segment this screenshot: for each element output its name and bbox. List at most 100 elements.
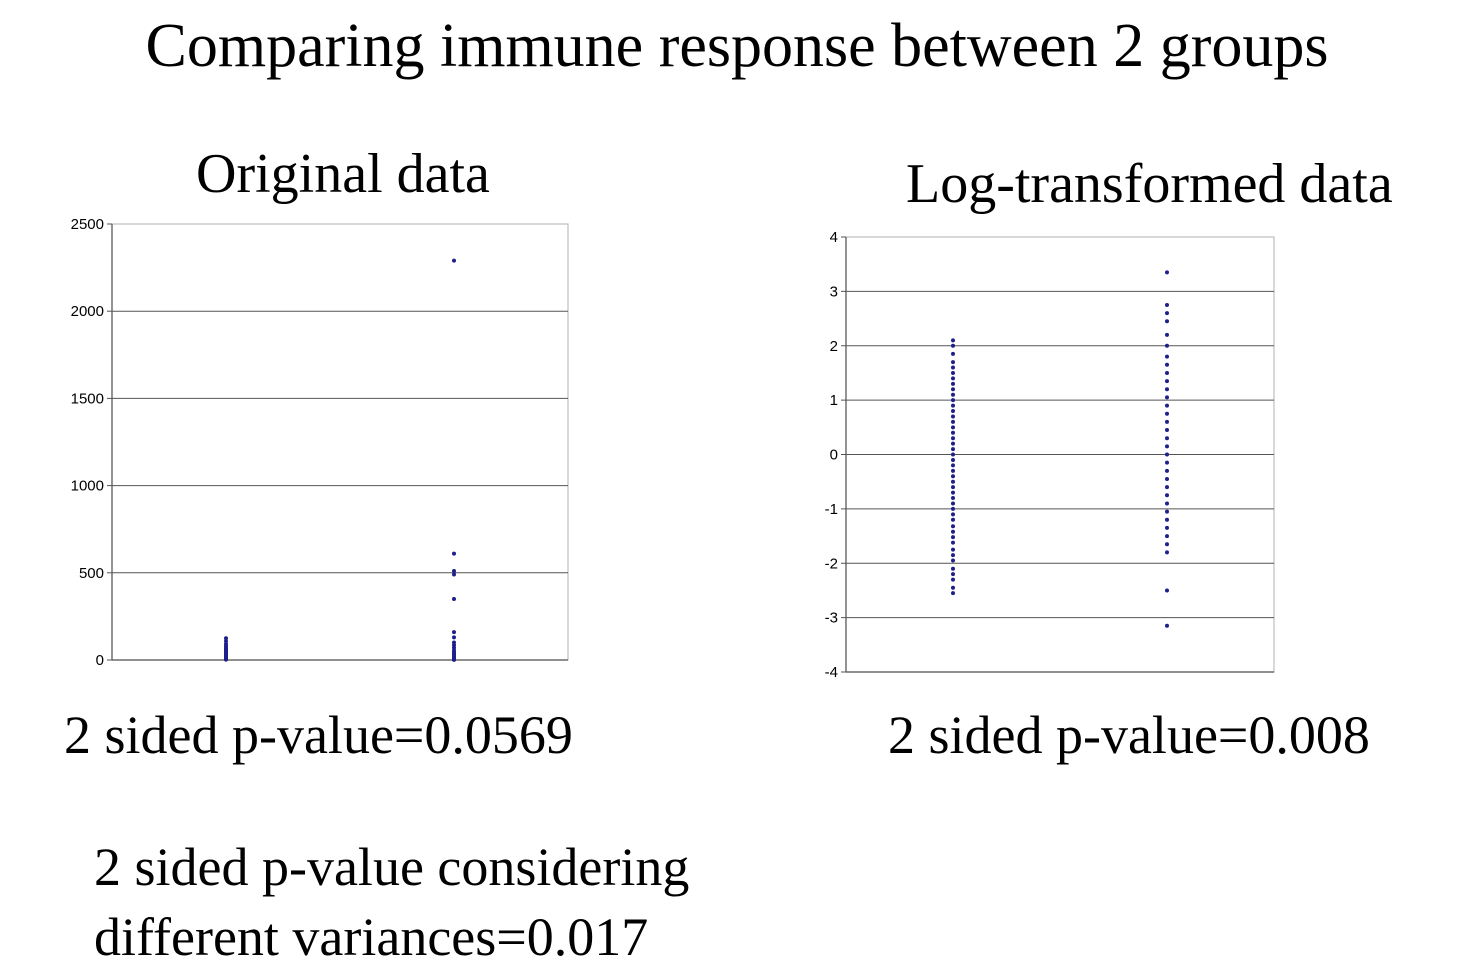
data-point-group-2 bbox=[1165, 542, 1169, 547]
data-point-group-2 bbox=[1165, 525, 1169, 530]
data-point-group-1 bbox=[951, 490, 955, 495]
data-point-group-2 bbox=[1165, 270, 1169, 275]
data-point-group-1 bbox=[951, 474, 955, 479]
data-point-group-1 bbox=[951, 529, 955, 534]
data-point-group-1 bbox=[951, 506, 955, 511]
data-point-group-2 bbox=[452, 258, 456, 263]
data-point-group-1 bbox=[951, 376, 955, 381]
data-point-group-2 bbox=[1165, 501, 1169, 506]
y-tick-label: 2000 bbox=[71, 303, 104, 320]
data-point-group-2 bbox=[1165, 370, 1169, 375]
data-point-group-1 bbox=[951, 360, 955, 365]
data-point-group-1 bbox=[951, 430, 955, 435]
data-point-group-1 bbox=[951, 419, 955, 424]
data-point-group-2 bbox=[452, 630, 456, 635]
y-tick-label: -2 bbox=[825, 555, 838, 572]
y-tick-label: 2 bbox=[830, 338, 838, 355]
data-point-group-2 bbox=[1165, 419, 1169, 424]
data-point-group-2 bbox=[1165, 354, 1169, 359]
data-point-group-2 bbox=[452, 551, 456, 556]
data-point-group-2 bbox=[1165, 403, 1169, 408]
data-point-group-1 bbox=[951, 468, 955, 473]
y-tick-label: -4 bbox=[825, 664, 838, 681]
data-point-group-1 bbox=[951, 485, 955, 490]
data-point-group-1 bbox=[951, 403, 955, 408]
data-point-group-2 bbox=[1165, 302, 1169, 307]
data-point-group-2 bbox=[1165, 623, 1169, 628]
y-tick-label: 4 bbox=[830, 229, 838, 246]
data-point-group-1 bbox=[951, 501, 955, 506]
y-tick-label: 2500 bbox=[71, 216, 104, 233]
data-point-group-1 bbox=[951, 381, 955, 386]
data-point-group-2 bbox=[1165, 428, 1169, 433]
data-point-group-1 bbox=[951, 392, 955, 397]
data-point-group-2 bbox=[1165, 319, 1169, 324]
data-point-group-2 bbox=[1165, 517, 1169, 522]
data-point-group-2 bbox=[1165, 395, 1169, 400]
data-point-group-2 bbox=[1165, 311, 1169, 316]
data-point-group-1 bbox=[951, 547, 955, 552]
data-point-group-1 bbox=[951, 452, 955, 457]
data-point-group-1 bbox=[951, 441, 955, 446]
original-data-scatter-plot: 0 500 1000 1500 2000 2500 bbox=[71, 216, 569, 669]
data-point-group-2 bbox=[1165, 379, 1169, 384]
y-tick-label: 1000 bbox=[71, 478, 104, 495]
data-point-group-1 bbox=[951, 566, 955, 571]
data-point-group-2 bbox=[1165, 444, 1169, 449]
log-transformed-scatter-plot: -4 -3 -2 -1 0 1 2 3 4 bbox=[825, 229, 1275, 681]
data-point-group-1 bbox=[951, 540, 955, 545]
data-point-group-1 bbox=[951, 398, 955, 403]
data-point-group-1 bbox=[951, 496, 955, 500]
data-point-group-2 bbox=[1165, 332, 1169, 337]
data-point-group-1 bbox=[951, 447, 955, 452]
data-point-group-1 bbox=[951, 387, 955, 392]
y-tick-label: 500 bbox=[79, 565, 104, 582]
data-point-group-1 bbox=[951, 479, 955, 484]
data-point-group-1 bbox=[224, 639, 228, 644]
data-point-group-1 bbox=[951, 370, 955, 375]
data-point-group-2 bbox=[1165, 588, 1169, 593]
data-point-group-2 bbox=[1165, 343, 1169, 348]
data-point-group-2 bbox=[1165, 493, 1169, 498]
data-point-group-2 bbox=[1165, 436, 1169, 441]
variance-note-line-1: 2 sided p-value considering bbox=[94, 837, 690, 897]
data-point-group-2 bbox=[1165, 411, 1169, 416]
data-point-group-1 bbox=[951, 351, 955, 356]
data-point-group-1 bbox=[951, 512, 955, 517]
data-point-group-2 bbox=[1165, 509, 1169, 514]
y-tick-label: -1 bbox=[825, 501, 838, 518]
data-point-group-1 bbox=[951, 457, 955, 462]
data-point-group-2 bbox=[1165, 387, 1169, 392]
right-chart-title: Log-transformed data bbox=[906, 153, 1393, 215]
right-p-value: 2 sided p-value=0.008 bbox=[888, 705, 1370, 765]
data-point-group-1 bbox=[224, 636, 228, 641]
data-point-group-2 bbox=[1165, 550, 1169, 555]
y-tick-label: 0 bbox=[96, 652, 104, 669]
data-point-group-2 bbox=[452, 569, 456, 574]
data-point-group-2 bbox=[1165, 485, 1169, 490]
data-point-group-2 bbox=[452, 572, 456, 577]
data-point-group-1 bbox=[951, 414, 955, 419]
y-tick-label: -3 bbox=[825, 610, 838, 627]
data-point-group-1 bbox=[951, 553, 955, 558]
left-chart-title: Original data bbox=[196, 143, 490, 205]
data-point-group-1 bbox=[951, 591, 955, 596]
variance-note-line-2: different variances=0.017 bbox=[94, 907, 649, 967]
data-point-group-1 bbox=[951, 365, 955, 370]
data-point-group-1 bbox=[951, 558, 955, 563]
slide-title: Comparing immune response between 2 grou… bbox=[145, 12, 1329, 80]
data-point-group-1 bbox=[951, 585, 955, 590]
data-point-group-2 bbox=[452, 596, 456, 601]
data-point-group-1 bbox=[951, 572, 955, 577]
data-point-group-2 bbox=[1165, 534, 1169, 539]
y-tick-label: 3 bbox=[830, 283, 838, 300]
data-point-group-1 bbox=[951, 425, 955, 430]
y-tick-label: 1 bbox=[830, 392, 838, 409]
data-point-group-2 bbox=[452, 640, 456, 645]
data-point-group-2 bbox=[1165, 476, 1169, 481]
y-tick-label: 1500 bbox=[71, 390, 104, 407]
data-point-group-2 bbox=[1165, 362, 1169, 367]
data-point-group-2 bbox=[1165, 468, 1169, 473]
data-point-group-1 bbox=[951, 338, 955, 343]
data-point-group-2 bbox=[1165, 460, 1169, 465]
